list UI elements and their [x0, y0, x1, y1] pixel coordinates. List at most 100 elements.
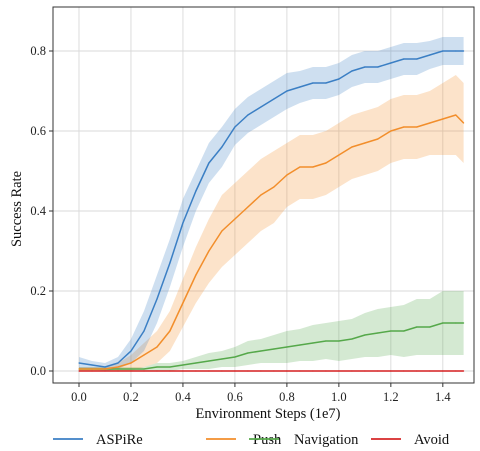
aspire-point — [351, 70, 353, 72]
push-point — [156, 346, 158, 348]
aspire-point — [429, 54, 431, 56]
avoid-point — [463, 370, 465, 372]
navigation-point — [143, 368, 145, 370]
x-tick-label: 0.6 — [227, 390, 243, 404]
push-point — [117, 366, 119, 368]
push-point — [442, 118, 444, 120]
navigation-point — [364, 334, 366, 336]
avoid-point — [299, 370, 301, 372]
aspire-point — [390, 62, 392, 64]
push-point — [351, 146, 353, 148]
push-point — [364, 142, 366, 144]
aspire-point — [364, 66, 366, 68]
push-confidence-band — [79, 75, 464, 371]
push-point — [273, 186, 275, 188]
push-point — [286, 174, 288, 176]
navigation-point — [312, 342, 314, 344]
avoid-point — [338, 370, 340, 372]
x-tick-label: 1.4 — [435, 390, 451, 404]
push-point — [416, 126, 418, 128]
legend-item-navigation: Navigation — [249, 432, 359, 448]
x-tick-label: 1.0 — [331, 390, 347, 404]
push-point — [130, 362, 132, 364]
navigation-point — [351, 338, 353, 340]
push-point — [455, 114, 457, 116]
aspire-point — [442, 50, 444, 52]
navigation-point — [130, 368, 132, 370]
navigation-point — [234, 356, 236, 358]
navigation-point — [455, 322, 457, 324]
aspire-point — [208, 162, 210, 164]
y-tick-label: 0.0 — [30, 364, 46, 378]
push-point — [338, 154, 340, 156]
y-tick-label: 0.4 — [30, 204, 46, 218]
avoid-point — [325, 370, 327, 372]
aspire-point — [91, 364, 93, 366]
navigation-point — [463, 322, 465, 324]
aspire-point — [78, 362, 80, 364]
avoid-point — [169, 370, 171, 372]
aspire-point — [169, 262, 171, 264]
avoid-point — [208, 370, 210, 372]
navigation-point — [156, 366, 158, 368]
aspire-point — [221, 146, 223, 148]
avoid-point — [156, 370, 158, 372]
avoid-point — [117, 370, 119, 372]
legend-label-aspire: ASPiRe — [96, 432, 143, 448]
navigation-point — [325, 340, 327, 342]
x-tick-label: 0.4 — [175, 390, 191, 404]
push-point — [377, 138, 379, 140]
aspire-point — [299, 86, 301, 88]
legend: ASPiRe Push Navigation Avoid — [53, 432, 450, 448]
avoid-point — [364, 370, 366, 372]
legend-label-navigation: Navigation — [294, 432, 359, 448]
push-point — [260, 194, 262, 196]
aspire-point — [312, 82, 314, 84]
avoid-point — [429, 370, 431, 372]
aspire-point — [260, 106, 262, 108]
legend-item-push: Push — [206, 432, 282, 448]
avoid-point — [351, 370, 353, 372]
avoid-point — [195, 370, 197, 372]
aspire-point — [117, 362, 119, 364]
push-point — [169, 330, 171, 332]
navigation-point — [403, 330, 405, 332]
avoid-point — [390, 370, 392, 372]
avoid-point — [91, 370, 93, 372]
push-point — [78, 368, 80, 370]
navigation-point — [442, 322, 444, 324]
navigation-confidence-band — [79, 291, 464, 371]
avoid-point — [455, 370, 457, 372]
navigation-point — [416, 326, 418, 328]
legend-label-avoid: Avoid — [414, 432, 450, 448]
x-axis-label: Environment Steps (1e7) — [196, 406, 341, 422]
aspire-point — [273, 98, 275, 100]
aspire-point — [338, 78, 340, 80]
aspire-point — [247, 114, 249, 116]
grid-lines — [53, 7, 474, 383]
avoid-point — [247, 370, 249, 372]
avoid-point — [104, 370, 106, 372]
avoid-point — [442, 370, 444, 372]
avoid-point — [273, 370, 275, 372]
push-point — [429, 122, 431, 124]
y-tick-label: 0.2 — [30, 284, 46, 298]
push-point — [312, 166, 314, 168]
push-point — [221, 230, 223, 232]
navigation-point — [169, 366, 171, 368]
aspire-point — [403, 58, 405, 60]
aspire-point — [455, 50, 457, 52]
avoid-point — [130, 370, 132, 372]
push-point — [463, 122, 465, 124]
navigation-point — [117, 368, 119, 370]
avoid-point — [286, 370, 288, 372]
navigation-point — [247, 352, 249, 354]
navigation-point — [208, 360, 210, 362]
aspire-point — [182, 222, 184, 224]
aspire-point — [325, 82, 327, 84]
avoid-point — [78, 370, 80, 372]
x-tick-label: 0.8 — [279, 390, 295, 404]
aspire-point — [156, 298, 158, 300]
avoid-point — [260, 370, 262, 372]
